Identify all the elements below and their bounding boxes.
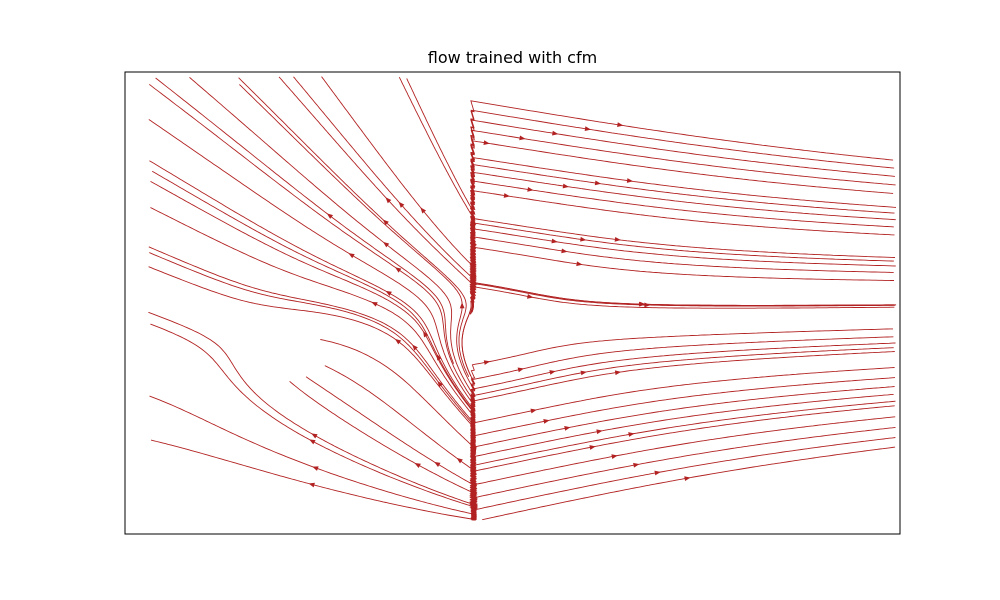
- streamline-arrow: [564, 426, 571, 431]
- streamline-arrow: [503, 193, 510, 198]
- streamline-arrow: [549, 370, 556, 375]
- streamline-arrow: [639, 301, 646, 307]
- streamline-arrow: [628, 432, 635, 437]
- streamline-arrow: [309, 439, 316, 445]
- streamline-arrow: [434, 461, 441, 468]
- streamline-arrow: [383, 241, 390, 248]
- streamline-arrow: [633, 462, 640, 468]
- streamline-arrow: [543, 419, 550, 424]
- streamlines: [148, 76, 897, 521]
- streamline-arrow: [654, 470, 661, 476]
- streamline-arrow: [684, 476, 691, 481]
- streamline-arrow: [580, 370, 587, 376]
- streamline-arrow: [589, 445, 596, 450]
- streamline-arrow: [483, 360, 491, 365]
- streamline-arrow: [614, 236, 621, 242]
- streamline-arrow: [527, 293, 534, 299]
- streamline-arrow: [596, 429, 603, 435]
- streamline-arrow: [382, 219, 389, 226]
- streamline-arrow: [611, 454, 618, 460]
- streamline-arrow: [385, 197, 392, 204]
- chart-title: flow trained with cfm: [428, 48, 597, 67]
- streamline-arrow: [420, 207, 427, 214]
- streamline-arrow: [385, 290, 392, 296]
- streamline-arrow: [326, 213, 334, 219]
- streamline-arrow: [456, 457, 463, 464]
- streamline-arrow: [580, 236, 587, 242]
- streamline-arrow: [459, 302, 465, 309]
- streamline-arrow: [576, 261, 583, 267]
- streamline-arrow: [561, 248, 568, 254]
- streamline-arrow: [644, 302, 651, 308]
- streamline-arrow: [312, 466, 319, 471]
- streamline-arrow: [552, 130, 559, 136]
- streamline-arrow: [584, 126, 591, 132]
- streamline-arrow: [436, 354, 442, 361]
- streamline-arrow: [527, 186, 534, 192]
- streamline-arrow: [626, 178, 634, 183]
- streamline-arrow: [530, 408, 537, 414]
- streamline-arrow: [348, 253, 355, 259]
- streamline-arrow: [551, 238, 558, 244]
- streamline-arrow: [617, 122, 624, 128]
- plot-area: [124, 71, 901, 535]
- streamline-arrow: [414, 462, 421, 468]
- streamline-arrow: [398, 201, 405, 208]
- streamline-arrow: [483, 140, 490, 146]
- streamline-arrow: [594, 180, 602, 186]
- streamline-arrow: [395, 267, 402, 273]
- streamline-arrow: [519, 135, 526, 141]
- streamline-arrow: [423, 331, 429, 338]
- streamline-arrow: [517, 367, 525, 373]
- streamline-arrow: [562, 183, 569, 189]
- streamline-arrow: [412, 344, 418, 351]
- streamline-arrow: [371, 301, 378, 307]
- streamline-arrow: [394, 338, 402, 345]
- streamline-arrow: [437, 380, 444, 388]
- streamline-arrow: [308, 482, 315, 488]
- streamline-arrow: [614, 370, 622, 376]
- streamline-arrow: [311, 433, 318, 439]
